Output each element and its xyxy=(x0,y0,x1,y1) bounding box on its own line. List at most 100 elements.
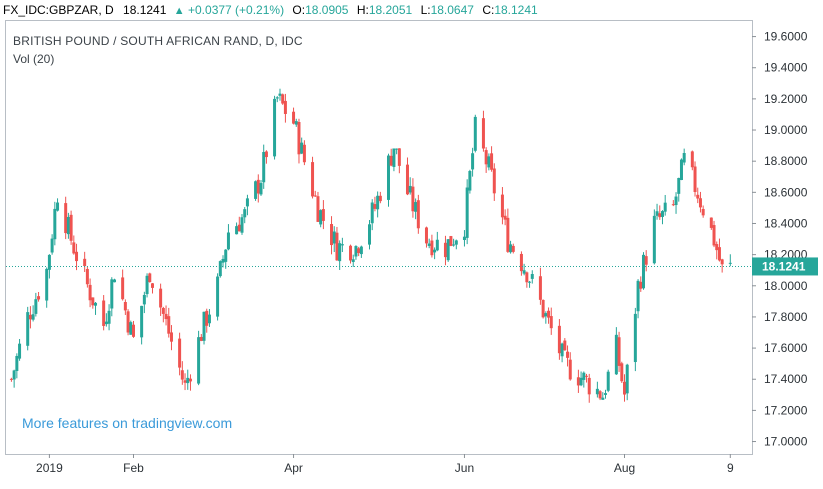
last-price-badge: 18.1241 xyxy=(752,257,818,276)
candle-body xyxy=(91,297,95,306)
candle-body xyxy=(641,254,645,289)
candle-body xyxy=(123,301,127,311)
candle-body xyxy=(679,159,683,180)
candle-body xyxy=(416,200,420,229)
x-tick-label: Aug xyxy=(614,461,635,475)
candle-body xyxy=(728,262,732,264)
candle-body xyxy=(509,244,513,253)
candle-body xyxy=(145,275,149,295)
candle-body xyxy=(566,351,570,358)
candle-body xyxy=(340,244,344,246)
candle-body xyxy=(405,164,409,195)
candle-body xyxy=(563,340,567,351)
candle-body xyxy=(424,227,428,244)
candle-body xyxy=(435,239,439,251)
candle-body xyxy=(468,171,472,191)
candle-body xyxy=(9,378,13,380)
candle-body xyxy=(351,259,355,263)
candle-body xyxy=(525,272,529,283)
candle-body xyxy=(148,273,152,283)
candle-body xyxy=(226,232,230,250)
candle-body xyxy=(167,316,171,334)
candle-body xyxy=(677,177,681,194)
open-label: O: xyxy=(292,3,306,17)
x-tick-label: Feb xyxy=(123,461,144,475)
candle-body xyxy=(254,181,258,199)
candle-body xyxy=(300,142,304,154)
candle-body xyxy=(446,239,450,261)
price-axis[interactable]: 19.6000 19.4000 19.2000 19.0000 18.8000 18.60… xyxy=(752,30,808,449)
candle-body xyxy=(395,148,399,150)
candle-body xyxy=(199,336,203,341)
tradingview-link[interactable]: More features on tradingview.com xyxy=(22,415,233,431)
candle-body xyxy=(373,204,377,209)
candle-body xyxy=(113,279,117,283)
y-tick-label: 19.4000 xyxy=(764,61,808,75)
y-tick-label: 17.6000 xyxy=(764,341,808,355)
candle-body xyxy=(107,310,111,324)
symbol-label: FX_IDC:GBPZAR, D xyxy=(3,3,114,17)
candle-body xyxy=(186,377,190,384)
candle-body xyxy=(262,151,266,183)
candle-body xyxy=(658,213,662,218)
candle-body xyxy=(452,244,456,246)
candle-body xyxy=(541,299,545,318)
candle-body xyxy=(335,232,339,261)
candle-body xyxy=(633,313,637,363)
candle-body xyxy=(712,225,716,246)
candle-body xyxy=(617,337,621,366)
candle-body xyxy=(131,324,135,337)
candle-body xyxy=(240,217,244,233)
time-axis[interactable]: 2019 Feb Apr Jun Aug 9 xyxy=(36,454,734,475)
candle-body xyxy=(411,186,415,212)
candle-body xyxy=(698,198,702,208)
candle-body xyxy=(140,305,144,338)
candle-body xyxy=(604,393,608,395)
candle-body xyxy=(94,302,98,306)
candle-body xyxy=(354,246,358,257)
candle-body xyxy=(500,194,504,218)
candle-body xyxy=(414,202,418,212)
indicator-label[interactable]: Vol (20) xyxy=(13,52,55,66)
candle-body xyxy=(682,153,686,163)
candle-body xyxy=(264,151,268,158)
y-tick-label: 17.2000 xyxy=(764,403,808,417)
candle-body xyxy=(311,162,315,197)
candle-body xyxy=(302,144,306,163)
candle-body xyxy=(359,246,363,255)
candle-body xyxy=(568,359,572,380)
candle-body xyxy=(53,208,57,240)
candle-body xyxy=(389,155,393,166)
candle-body xyxy=(102,300,106,326)
candle-body xyxy=(644,256,648,265)
low-value: 18.0647 xyxy=(430,3,474,17)
candle-body xyxy=(243,209,247,218)
candle-body xyxy=(205,310,209,326)
candle-body xyxy=(88,284,92,301)
y-tick-label: 19.6000 xyxy=(764,30,808,44)
candle-body xyxy=(178,338,182,368)
candle-body xyxy=(34,299,38,314)
candle-body xyxy=(717,247,721,261)
close-value: 18.1241 xyxy=(494,3,538,17)
candle-body xyxy=(218,261,222,277)
candle-body xyxy=(519,253,523,272)
candle-body xyxy=(281,94,285,104)
candle-body xyxy=(294,121,298,125)
candle-body xyxy=(601,397,605,400)
candle-body xyxy=(26,312,30,346)
candle-body xyxy=(557,325,561,354)
candle-body xyxy=(368,224,372,245)
candle-body xyxy=(216,276,220,317)
candle-body xyxy=(273,98,277,157)
candle-body xyxy=(585,375,589,377)
x-tick-label: 2019 xyxy=(36,461,63,475)
candle-body xyxy=(330,224,334,246)
candle-body xyxy=(202,311,206,341)
candle-body xyxy=(490,153,494,170)
candle-body xyxy=(376,195,380,210)
candle-body xyxy=(528,281,532,283)
y-tick-label: 17.8000 xyxy=(764,310,808,324)
candle-body xyxy=(652,215,656,264)
